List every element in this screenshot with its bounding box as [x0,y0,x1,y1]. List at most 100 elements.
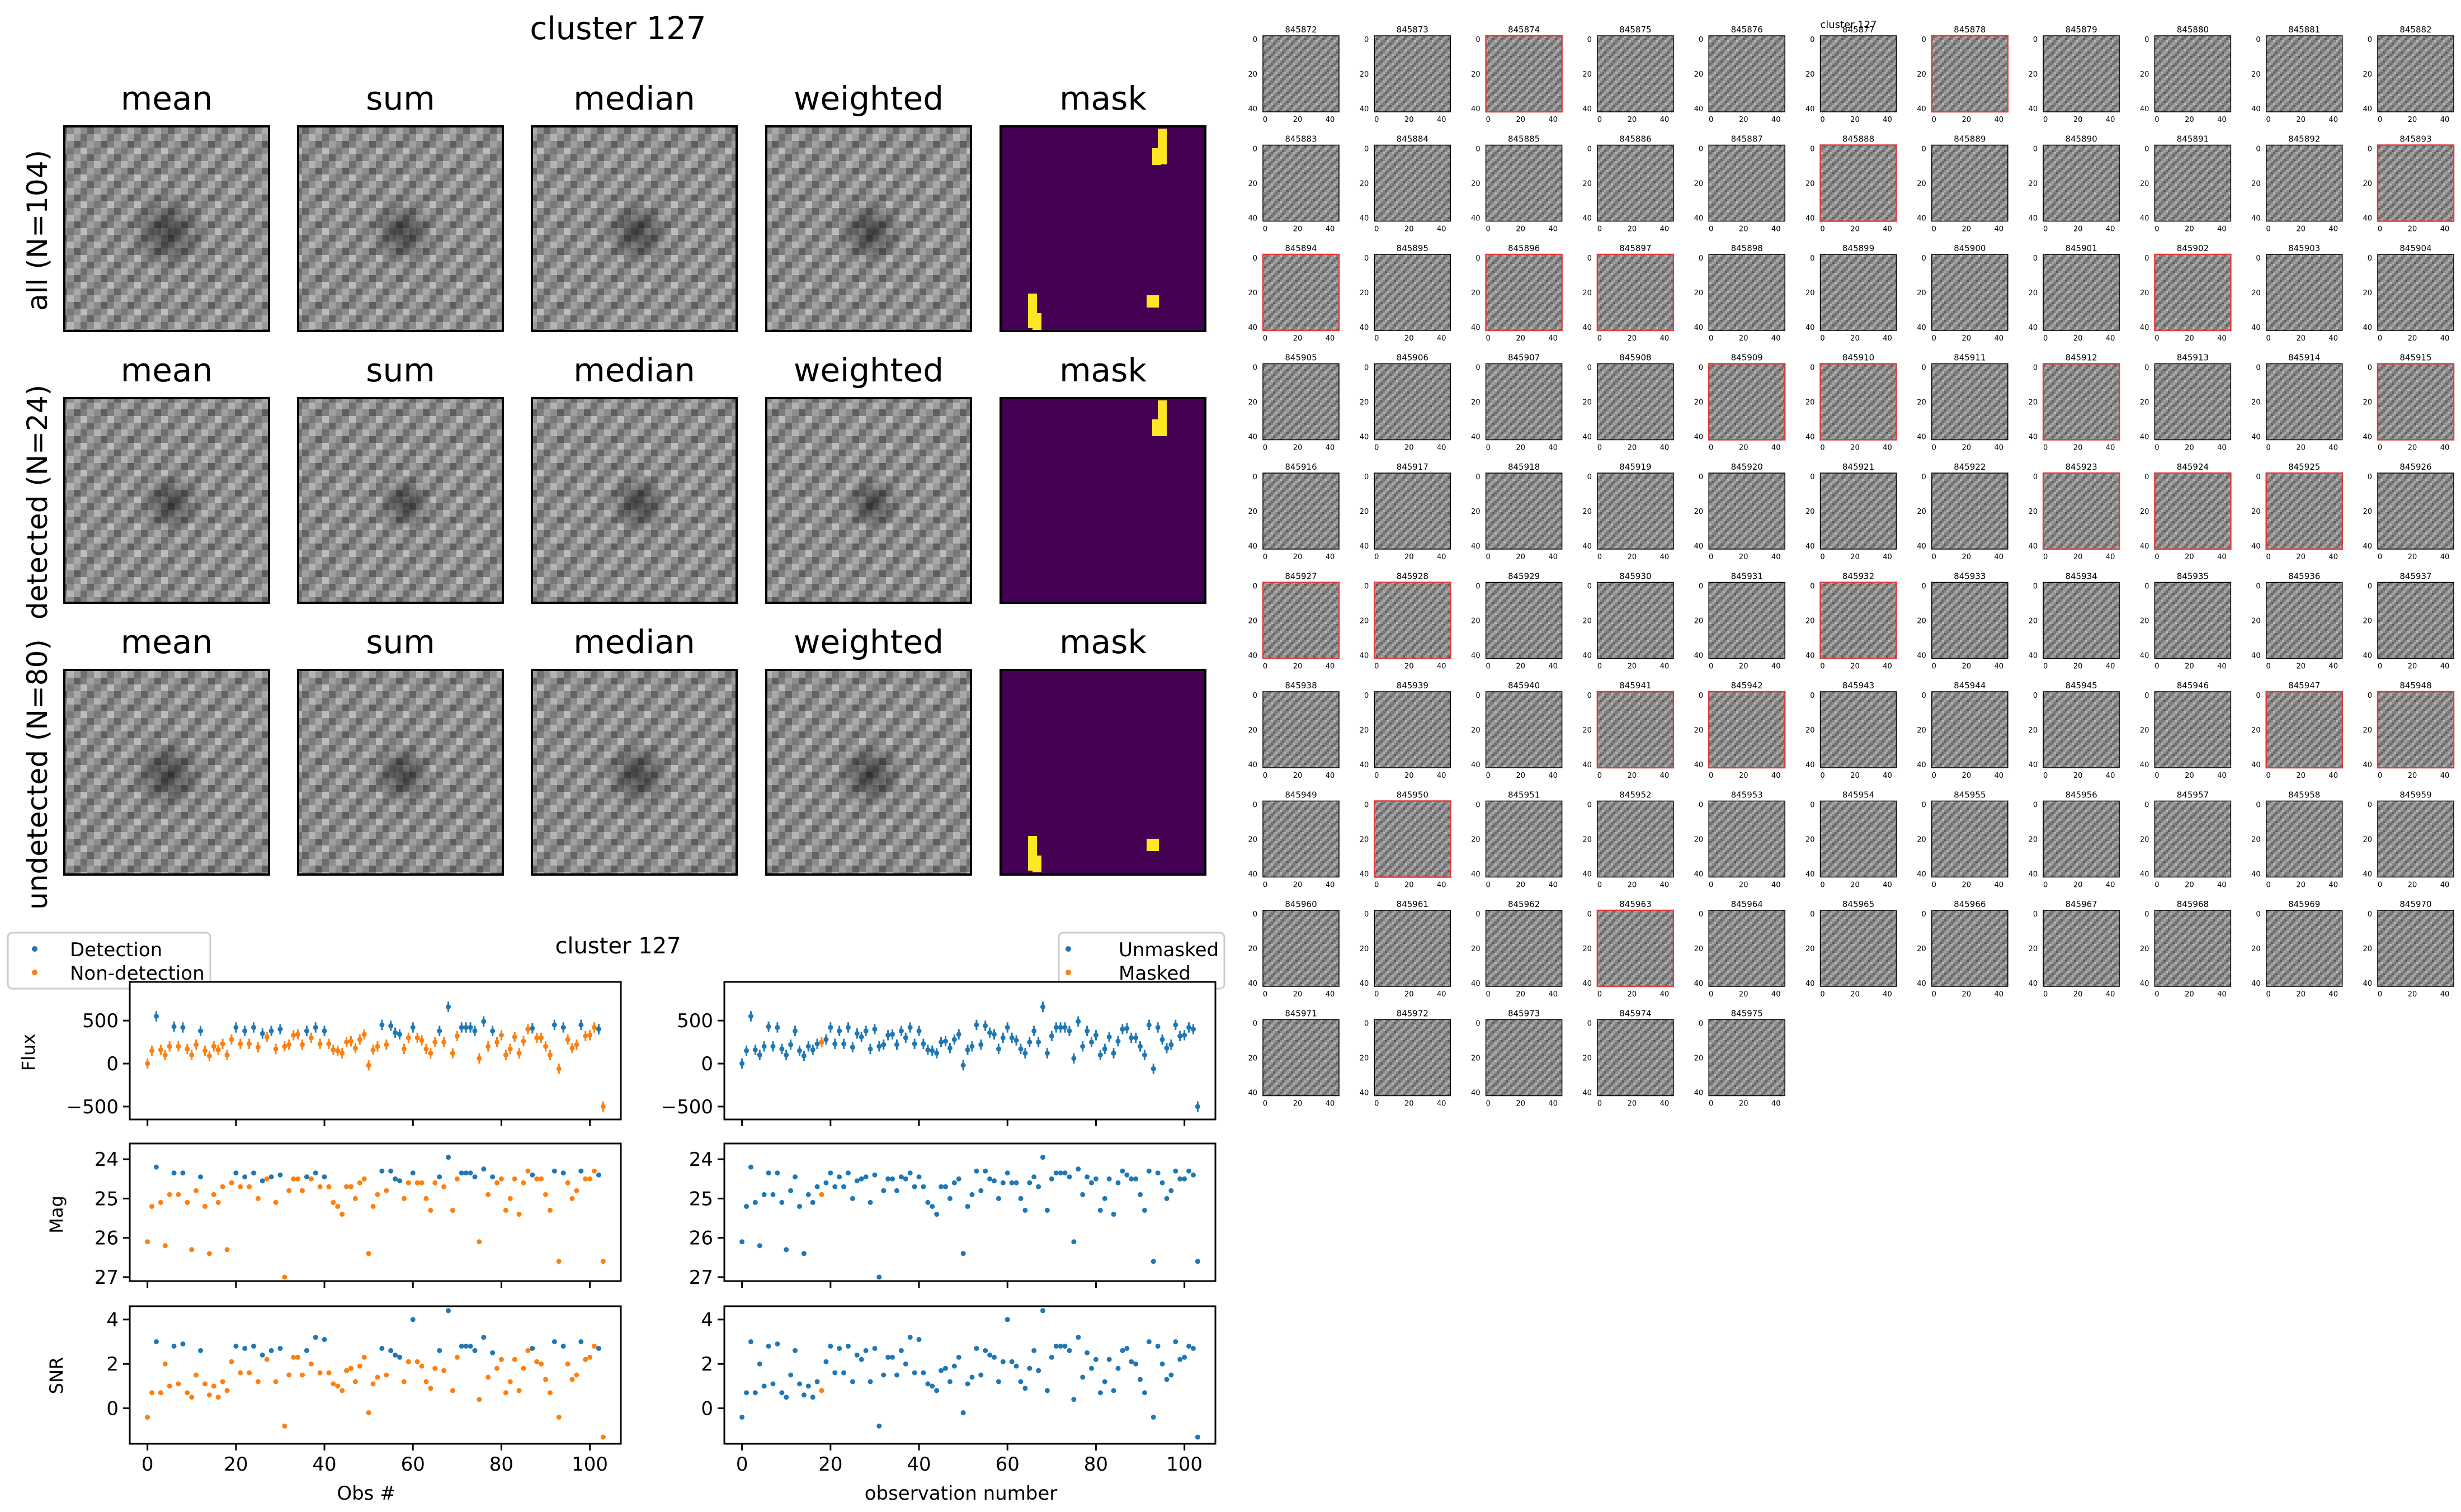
stamp-x-tick: 20 [2408,553,2417,561]
stamp-x-tick: 20 [2296,116,2306,124]
stamp-y-tick: 0 [1364,145,1369,154]
stamp-x-tick: 40 [1995,553,2004,561]
data-point [366,1062,371,1068]
stamp-y-tick: 40 [1360,1089,1369,1098]
stamp-y-tick: 0 [2368,364,2372,372]
data-point [587,1176,593,1182]
data-point [299,1042,305,1047]
data-point [766,1170,771,1176]
stamp-y-tick: 20 [1360,289,1369,297]
stamp-image [1596,253,1675,332]
data-point [1177,1176,1183,1182]
data-point [282,1274,287,1280]
stamp-label: 845887 [1731,134,1763,144]
data-point [322,1028,327,1034]
stamp-label: 845946 [2177,681,2209,691]
stamp-y-tick: 20 [1917,726,1926,735]
data-point [485,1192,491,1197]
data-point [766,1343,771,1349]
stamp-y-tick: 20 [2251,945,2261,953]
stamp-y-tick: 20 [1805,289,1815,297]
data-point [414,1035,420,1041]
data-point [757,1361,762,1367]
stamp-x-tick: 40 [1660,116,1670,124]
stamp-y-tick: 40 [1694,980,1704,988]
stamp-x-tick: 40 [2440,116,2450,124]
data-point [180,1341,186,1346]
stamp-y-tick: 20 [1805,70,1815,79]
cutout-row-detected: detected (N=24) mean sum median weighted… [21,351,1206,620]
stamp-x-tick: 40 [1771,225,1781,234]
data-point [1005,1170,1010,1176]
stamp-image [2043,35,2120,112]
data-point [304,1348,309,1353]
stamp-label: 845968 [2177,899,2209,909]
stamp-y-tick: 0 [1253,801,1257,810]
stamp-label: 845919 [1619,462,1651,472]
stamp-y-tick: 20 [1471,726,1481,735]
data-point [242,1028,248,1034]
stamp-y-tick: 40 [2363,324,2372,332]
data-point [872,1172,878,1178]
stamp-label: 845964 [1731,899,1763,909]
stamp-x-tick: 40 [1883,990,1892,999]
stamp-y-tick: 20 [1694,836,1704,844]
data-point [1120,1348,1125,1353]
data-point [543,1377,549,1382]
series-masked [819,1037,824,1047]
xlabel-obs: Obs # [337,1482,395,1505]
data-point [220,1184,225,1189]
data-point [574,1372,579,1378]
stamp-x-tick: 0 [1932,881,1936,890]
stamp-x-tick: 0 [1263,772,1267,780]
data-point [291,1032,296,1038]
stamp-image [2043,910,2120,987]
stamp-image [2043,254,2120,331]
data-point [770,1043,776,1049]
data-point [885,1032,891,1038]
stamp-y-tick: 20 [1471,836,1481,844]
data-point [313,1024,318,1030]
stamp-x-tick: 20 [1739,334,1748,343]
stamp-y-tick: 40 [1917,324,1926,332]
stamp-x-tick: 0 [1709,334,1713,343]
stamp-y-tick: 40 [1805,433,1815,442]
data-point [277,1172,283,1178]
data-point [903,1035,908,1041]
stamp-x-tick: 20 [1739,990,1748,999]
data-point [335,1048,341,1053]
data-point [1195,1259,1200,1264]
stamp-y-tick: 0 [1475,801,1480,810]
data-point [437,1028,442,1034]
stamp-x-tick: 20 [1962,334,1972,343]
stamp-y-tick: 40 [1917,871,1926,879]
stamp-y-tick: 20 [2140,70,2149,79]
stamp-y-tick: 20 [2363,180,2372,188]
stamp-label: 845885 [1508,134,1540,144]
stamp-label: 845882 [2399,25,2431,35]
stamp-x-tick: 40 [1771,1100,1781,1108]
col-title-weighted: weighted [794,79,944,117]
stamp-image [1262,363,1340,441]
data-point [215,1395,221,1400]
series-detection [153,1308,601,1360]
data-point [784,1247,789,1253]
col-title-sum: sum [366,79,435,117]
ylabel-flux: Flux [18,1034,39,1071]
y-tick-label: 0 [106,1053,119,1075]
data-point [335,1203,341,1209]
stamp-x-tick: 40 [2106,663,2115,671]
stamp-image [1374,800,1451,878]
data-point [770,1192,776,1197]
data-point [569,1377,575,1382]
data-point [1142,1207,1147,1213]
stamp-x-tick: 20 [1404,116,1414,124]
stamp-x-tick: 0 [1263,553,1267,561]
